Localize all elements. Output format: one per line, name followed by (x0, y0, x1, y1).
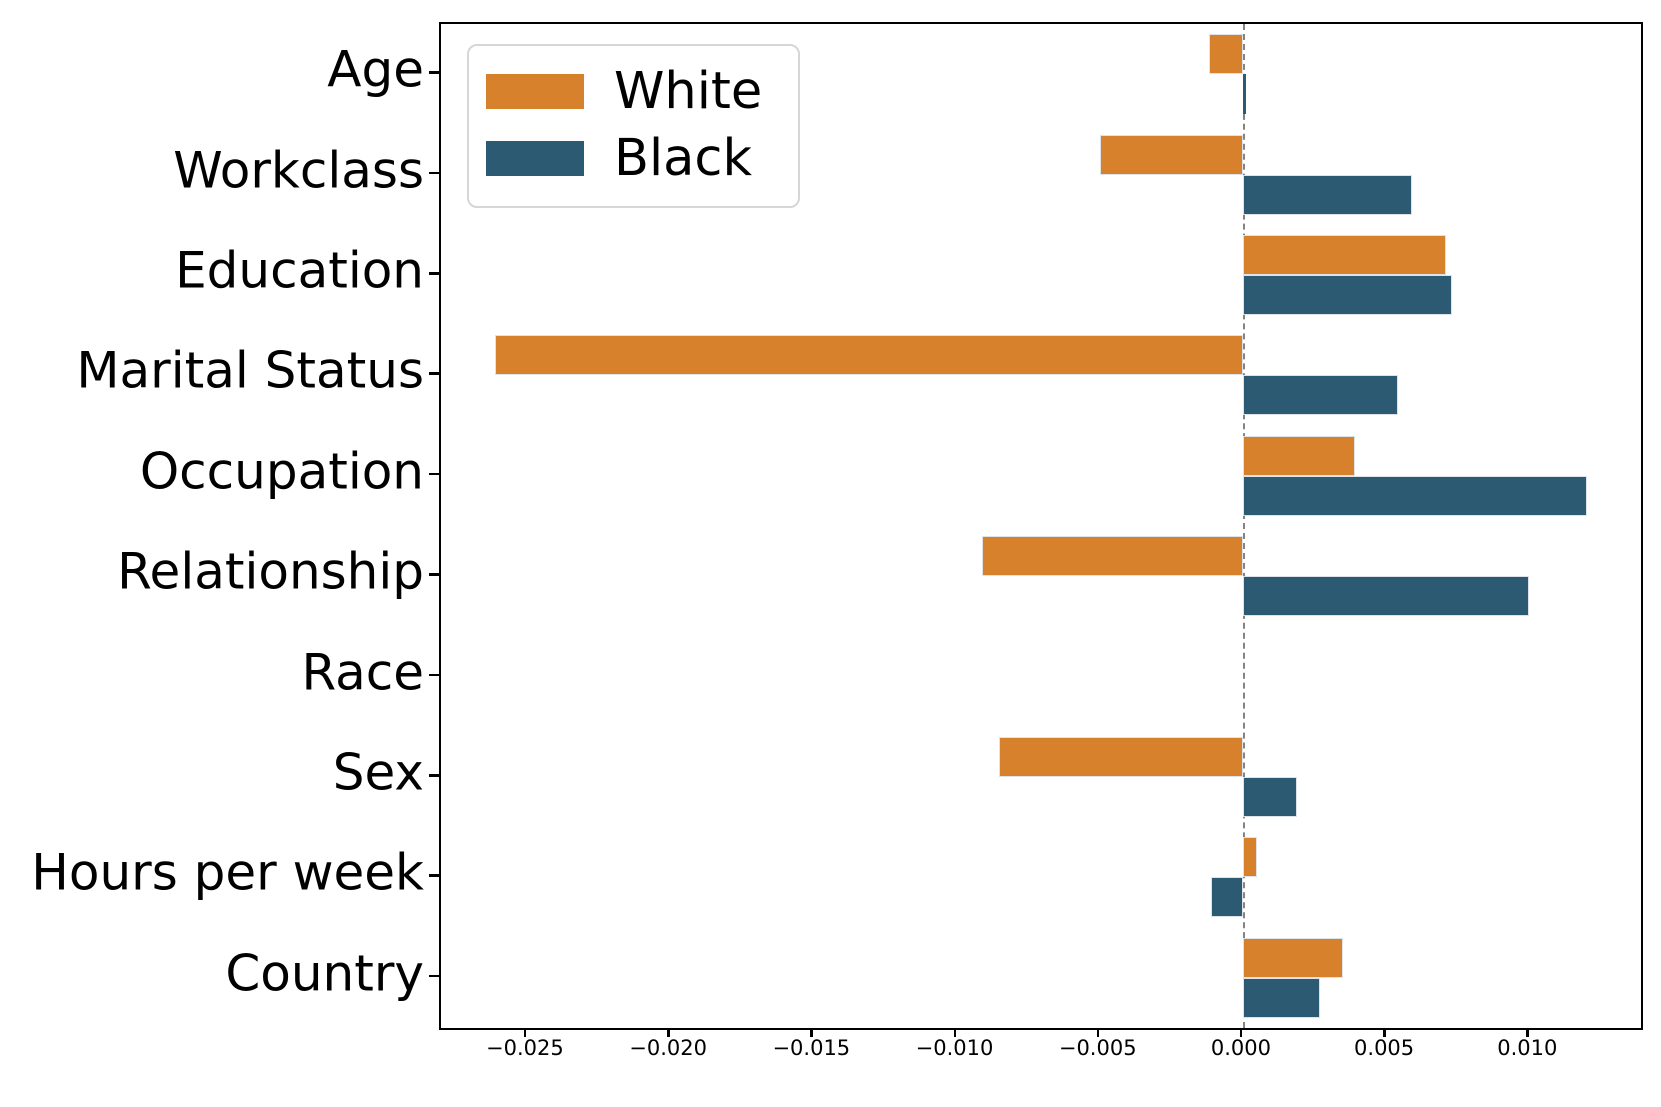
x-axis-tick (1239, 1028, 1243, 1037)
x-axis-tick (953, 1028, 956, 1037)
bar-white-country (1242, 937, 1344, 978)
legend-entry-black: Black (486, 133, 762, 184)
legend-swatch-black (486, 141, 584, 176)
x-axis-tick (523, 1028, 527, 1037)
bar-white-sex (999, 737, 1243, 777)
x-axis-tick-label: −0.015 (772, 1036, 851, 1060)
x-axis-tick-label: −0.025 (486, 1036, 564, 1060)
x-axis-tick-label: −0.005 (1058, 1036, 1137, 1060)
bar-white-workclass (1099, 134, 1243, 175)
y-axis-category-label: Marital Status (76, 342, 424, 401)
y-axis-tick (429, 874, 439, 877)
y-axis-tick (429, 974, 439, 978)
x-axis-tick-label: −0.020 (629, 1036, 707, 1060)
x-axis-tick (810, 1028, 813, 1037)
bar-black-age (1242, 74, 1246, 115)
bar-white-relationship (982, 536, 1243, 577)
bar-black-marital-status (1242, 375, 1398, 416)
legend: White Black (467, 44, 801, 208)
x-axis-tick (1096, 1028, 1100, 1037)
bar-black-workclass (1242, 174, 1412, 215)
bar-white-marital-status (495, 335, 1243, 376)
bar-black-relationship (1242, 576, 1530, 617)
y-axis-category-label: Country (225, 944, 424, 1003)
y-axis-category-label: Workclass (173, 141, 424, 200)
bar-black-country (1242, 977, 1321, 1018)
y-axis-tick (429, 272, 439, 275)
y-axis-category-label: Race (301, 643, 424, 702)
y-axis-tick (429, 774, 439, 777)
x-axis-tick-label: 0.005 (1354, 1036, 1415, 1060)
x-axis-tick (1383, 1028, 1386, 1037)
y-axis-tick (429, 673, 439, 677)
bar-white-occupation (1242, 435, 1355, 476)
x-axis-tick (1526, 1028, 1529, 1037)
x-axis-tick-label: 0.010 (1497, 1036, 1558, 1060)
y-axis-tick (429, 71, 439, 74)
y-axis-category-label: Occupation (139, 442, 424, 501)
legend-label-black: Black (614, 129, 752, 188)
y-axis-tick (429, 171, 439, 175)
x-axis-tick-label: −0.010 (915, 1036, 994, 1060)
legend-label-white: White (614, 62, 763, 121)
bar-black-hours-per-week (1211, 877, 1243, 918)
y-axis-tick (429, 472, 439, 476)
bar-white-education (1242, 235, 1447, 275)
y-axis-category-label: Hours per week (31, 844, 424, 903)
x-axis-tick (667, 1028, 670, 1037)
y-axis-tick (429, 573, 439, 576)
legend-swatch-white (486, 74, 584, 109)
y-axis-category-label: Age (327, 40, 424, 99)
y-axis-category-label: Education (175, 241, 424, 300)
y-axis-category-label: Relationship (117, 542, 424, 601)
bar-black-occupation (1242, 475, 1587, 516)
bar-white-age (1208, 34, 1243, 75)
bar-white-hours-per-week (1242, 837, 1258, 878)
plot-area: White Black (439, 22, 1643, 1030)
x-axis-tick-label: 0.000 (1210, 1036, 1271, 1060)
bar-black-education (1242, 275, 1452, 315)
y-axis-category-label: Sex (332, 743, 424, 802)
bar-black-sex (1242, 777, 1298, 817)
zero-reference-line (1242, 24, 1245, 1028)
legend-entry-white: White (486, 66, 762, 117)
y-axis-tick (429, 372, 439, 375)
